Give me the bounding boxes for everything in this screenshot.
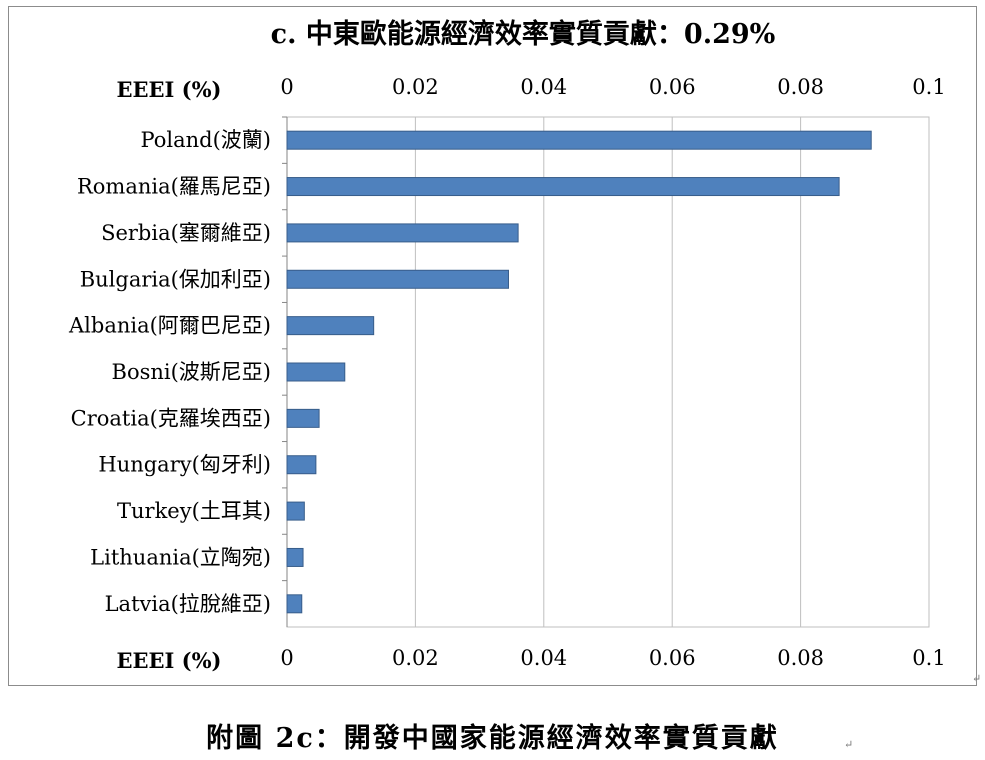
x-tick-label-bottom: 0.04 (520, 646, 567, 670)
x-tick-label-top: 0.08 (777, 75, 824, 99)
x-axis-title-bottom: EEEI (%) (117, 648, 222, 673)
x-tick-label-bottom: 0 (280, 646, 293, 670)
figure-caption: 附圖 2c：開發中國家能源經濟效率實質貢獻 (206, 723, 779, 754)
paragraph-mark: ↵ (844, 738, 854, 751)
x-tick-label-bottom: 0.1 (912, 646, 945, 670)
chart-frame: c. 中東歐能源經濟效率實質貢獻：0.29% 0 0 0.02 0.02 0.04 0.04… (8, 6, 977, 686)
x-tick-label-top: 0.04 (520, 75, 567, 99)
category-label: Croatia(克羅埃西亞) (71, 406, 271, 430)
category-label: Romania(羅馬尼亞) (77, 175, 271, 199)
x-tick-label-bottom: 0.08 (777, 646, 824, 670)
bar (286, 177, 840, 197)
bar (286, 594, 303, 614)
x-tick-label-top: 0 (280, 75, 293, 99)
x-tick-label-top: 0.1 (912, 75, 945, 99)
bar (286, 269, 509, 289)
category-label: Poland(波蘭) (140, 128, 271, 152)
category-label: Lithuania(立陶宛) (90, 545, 271, 569)
bar (286, 547, 304, 567)
bar (286, 408, 320, 428)
paragraph-mark: ↵ (972, 672, 982, 685)
category-label: Serbia(塞爾維亞) (101, 221, 271, 245)
x-tick-label-bottom: 0.06 (649, 646, 696, 670)
category-label: Turkey(土耳其) (117, 499, 271, 523)
chart-title: c. 中東歐能源經濟效率實質貢獻：0.29% (271, 18, 776, 50)
bar (286, 223, 519, 243)
category-label: Bulgaria(保加利亞) (80, 267, 271, 291)
x-tick-label-top: 0.06 (649, 75, 696, 99)
category-label: Hungary(匈牙利) (98, 453, 271, 477)
category-label: Latvia(拉脫維亞) (105, 592, 271, 616)
x-tick-label-top: 0.02 (392, 75, 439, 99)
category-label: Albania(阿爾巴尼亞) (68, 314, 271, 338)
bar (286, 130, 872, 150)
bar (286, 501, 305, 521)
bar (286, 362, 346, 382)
x-axis-title-top: EEEI (%) (117, 77, 222, 102)
bar (286, 316, 375, 336)
x-tick-label-bottom: 0.02 (392, 646, 439, 670)
category-label: Bosni(波斯尼亞) (112, 360, 271, 384)
bar (286, 455, 317, 475)
chart-svg: c. 中東歐能源經濟效率實質貢獻：0.29% 0 0 0.02 0.02 0.04 0.04… (68, 18, 946, 673)
